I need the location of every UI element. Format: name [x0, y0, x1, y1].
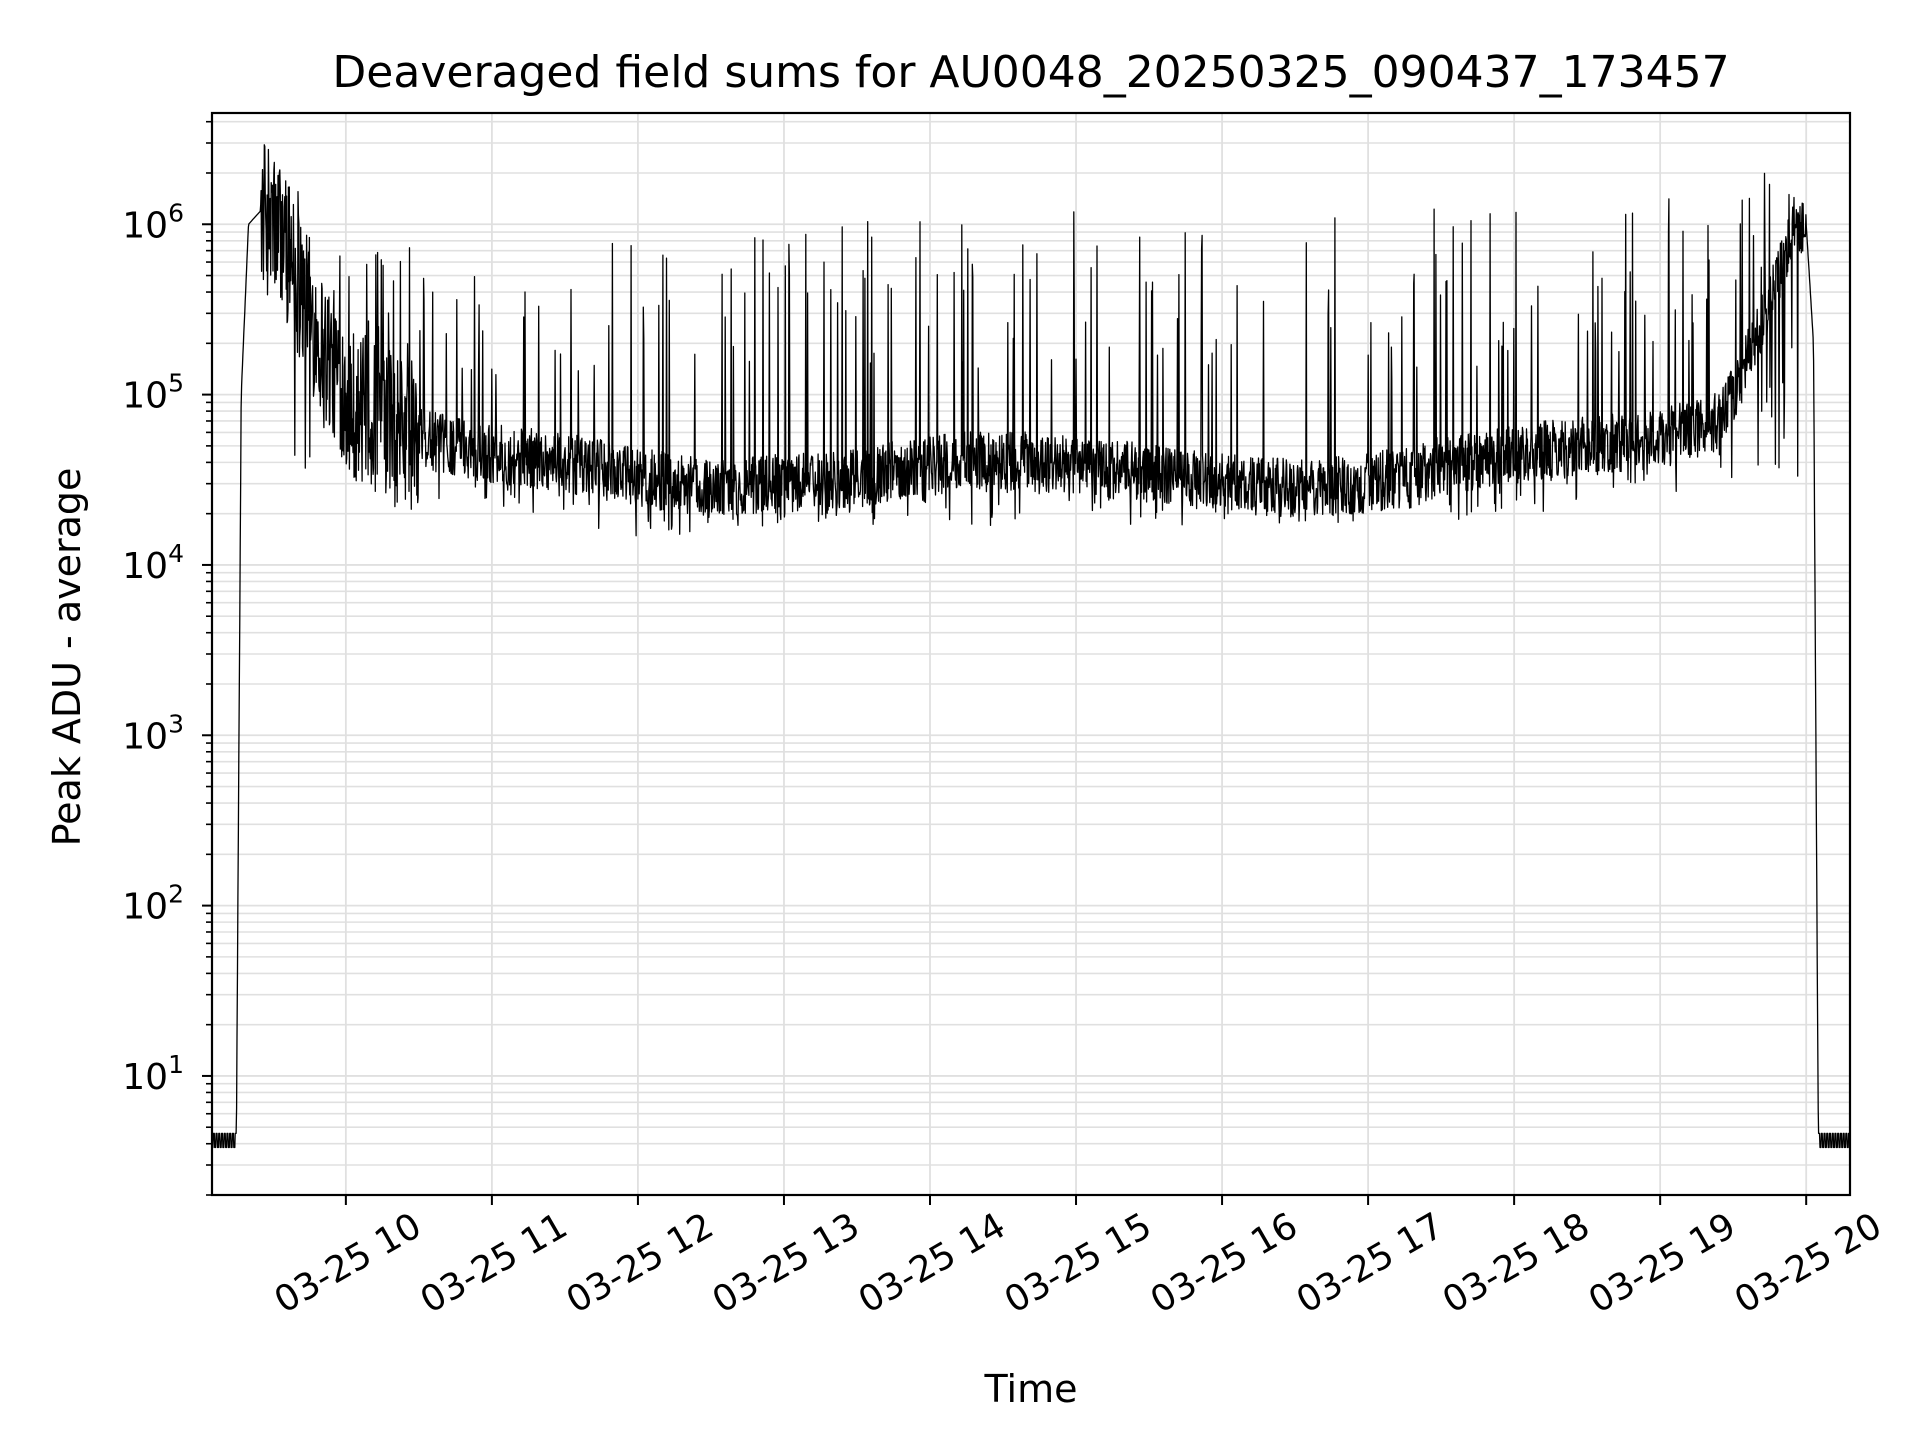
y-tick-label: 104: [122, 539, 184, 587]
y-tick-base: 10: [122, 716, 168, 757]
y-tick-base: 10: [122, 887, 168, 928]
y-tick-exponent: 6: [168, 198, 184, 227]
y-axis-label: Peak ADU - average: [45, 468, 89, 847]
x-axis-label: Time: [984, 1367, 1078, 1411]
y-tick-exponent: 4: [168, 539, 184, 568]
y-tick-exponent: 5: [168, 369, 184, 398]
y-tick-base: 10: [122, 546, 168, 587]
series-layer: [212, 144, 1850, 1149]
chart-title: Deaveraged field sums for AU0048_2025032…: [332, 47, 1729, 98]
y-tick-label: 103: [122, 709, 184, 757]
y-tick-label: 102: [122, 880, 184, 928]
y-tick-exponent: 2: [168, 880, 184, 909]
series-line: [212, 144, 1850, 1149]
y-tick-base: 10: [122, 376, 168, 417]
y-tick-base: 10: [122, 205, 168, 246]
y-tick-label: 105: [122, 369, 184, 417]
y-tick-label: 106: [122, 198, 184, 246]
y-tick-exponent: 1: [168, 1050, 184, 1079]
y-tick-exponent: 3: [168, 709, 184, 738]
y-tick-base: 10: [122, 1057, 168, 1098]
y-tick-label: 101: [122, 1050, 184, 1098]
